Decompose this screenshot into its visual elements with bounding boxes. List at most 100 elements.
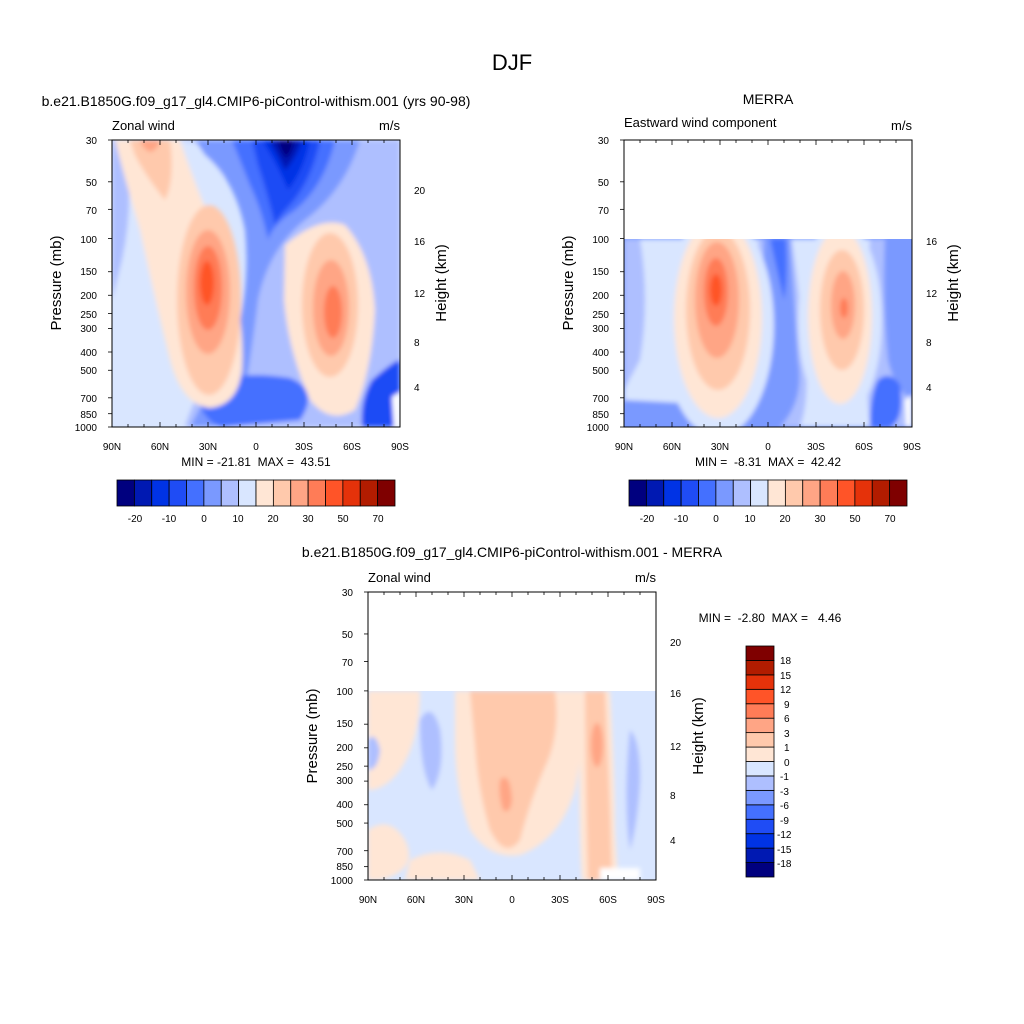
colorbar-swatch [745, 674, 775, 690]
height-tick: 8 [670, 791, 676, 802]
colorbar-swatch [889, 479, 908, 507]
colorbar-swatch [745, 804, 775, 820]
x-tick: 60S [599, 895, 617, 906]
x-tick: 60N [407, 895, 425, 906]
colorbar-label: 70 [884, 514, 896, 525]
colorbar-label: 30 [302, 514, 314, 525]
min-max-label: MIN = -2.80 MAX = 4.46 [699, 611, 842, 625]
colorbar-swatches [628, 479, 908, 507]
colorbar-swatches [116, 479, 396, 507]
y-tick: 150 [80, 267, 97, 278]
y-tick: 700 [592, 394, 609, 405]
y-tick: 850 [336, 862, 353, 873]
panel-merra: MERRA Eastward wind component m/s [560, 91, 962, 525]
colorbar-label: 18 [780, 656, 792, 667]
x-tick: 60S [343, 442, 361, 453]
contour-field [368, 691, 656, 880]
y-tick: 200 [592, 291, 609, 302]
colorbar-swatch [255, 479, 274, 507]
figure-title: DJF [492, 50, 532, 75]
colorbar-label: 0 [713, 514, 719, 525]
colorbar-swatches-vertical [745, 645, 775, 878]
y-tick: 30 [86, 136, 98, 147]
ticks: 30 50 70 100 150 200 250 300 400 500 700… [331, 588, 682, 906]
min-max-label: MIN = -8.31 MAX = 42.42 [695, 455, 841, 469]
x-tick: 0 [253, 442, 259, 453]
colorbar-label: 30 [814, 514, 826, 525]
y-tick: 500 [80, 366, 97, 377]
colorbar-swatch [745, 717, 775, 734]
y-tick: 50 [342, 630, 354, 641]
colorbar-label: 12 [780, 685, 792, 696]
height-tick: 12 [414, 289, 426, 300]
min-max-label: MIN = -21.81 MAX = 43.51 [181, 455, 331, 469]
y-tick: 850 [80, 410, 97, 421]
colorbar-swatch [168, 479, 187, 507]
y-tick: 300 [592, 324, 609, 335]
colorbar-swatch [628, 479, 647, 507]
colorbar-swatch [767, 479, 786, 507]
x-tick: 30S [807, 442, 825, 453]
tick-marks [108, 139, 913, 881]
x-tick: 0 [765, 442, 771, 453]
y-tick: 250 [80, 310, 97, 321]
colorbar-label: 20 [779, 514, 791, 525]
y-tick: 100 [336, 687, 353, 698]
y-tick: 200 [80, 291, 97, 302]
colorbar: 18 15 12 9 6 3 1 0 -1 -3 -6 -9 -12 -15 -… [745, 645, 792, 878]
x-tick: 90N [359, 895, 377, 906]
height-tick: 4 [414, 383, 420, 394]
colorbar-swatch [732, 479, 752, 507]
colorbar-swatch [186, 479, 205, 507]
colorbar-swatch [307, 479, 326, 507]
height-tick: 12 [926, 289, 938, 300]
y-tick: 70 [342, 658, 354, 669]
y-tick: 250 [592, 310, 609, 321]
panel-title: b.e21.B1850G.f09_g17_gl4.CMIP6-piControl… [42, 93, 471, 109]
colorbar-label: 70 [372, 514, 384, 525]
y-tick: 150 [592, 267, 609, 278]
colorbar-label: -10 [162, 514, 177, 525]
contour-field [112, 140, 400, 427]
colorbar-swatch [151, 479, 170, 507]
y-tick: 1000 [331, 876, 354, 887]
height-tick: 20 [414, 186, 426, 197]
colorbar-label: -12 [777, 830, 792, 841]
colorbar-swatch [663, 479, 682, 507]
x-tick: 0 [509, 895, 515, 906]
y-tick: 500 [592, 366, 609, 377]
x-tick: 60N [663, 442, 681, 453]
x-tick: 60N [151, 442, 169, 453]
colorbar-label: 9 [784, 700, 790, 711]
colorbar-label: 0 [784, 758, 790, 769]
colorbar-swatch [359, 479, 379, 507]
y-tick: 250 [336, 762, 353, 773]
colorbar-label: -6 [780, 801, 789, 812]
colorbar-swatch [680, 479, 699, 507]
colorbar: -20 -10 0 10 20 30 50 70 [628, 479, 908, 525]
x-tick: 30N [711, 442, 729, 453]
colorbar-swatch [784, 479, 804, 507]
colorbar-swatch [750, 479, 769, 507]
colorbar-swatch [290, 479, 309, 507]
colorbar-swatch [745, 818, 775, 835]
x-tick: 30S [295, 442, 313, 453]
height-tick: 20 [670, 638, 682, 649]
colorbar-label: 1 [784, 743, 790, 754]
height-tick: 16 [414, 237, 426, 248]
colorbar-swatch [745, 688, 775, 705]
y-tick: 50 [598, 178, 610, 189]
y-tick: 50 [86, 178, 98, 189]
colorbar-swatch [745, 660, 775, 676]
colorbar-swatch [745, 862, 775, 878]
colorbar-swatch [715, 479, 734, 507]
y-tick: 70 [86, 206, 98, 217]
panel-title: MERRA [743, 91, 794, 107]
x-tick: 90N [615, 442, 633, 453]
x-tick: 90S [391, 442, 409, 453]
contour-field [624, 239, 912, 427]
panel-difference: b.e21.B1850G.f09_g17_gl4.CMIP6-piControl… [302, 544, 842, 906]
height-tick: 4 [926, 383, 932, 394]
left-string: Zonal wind [112, 118, 175, 133]
